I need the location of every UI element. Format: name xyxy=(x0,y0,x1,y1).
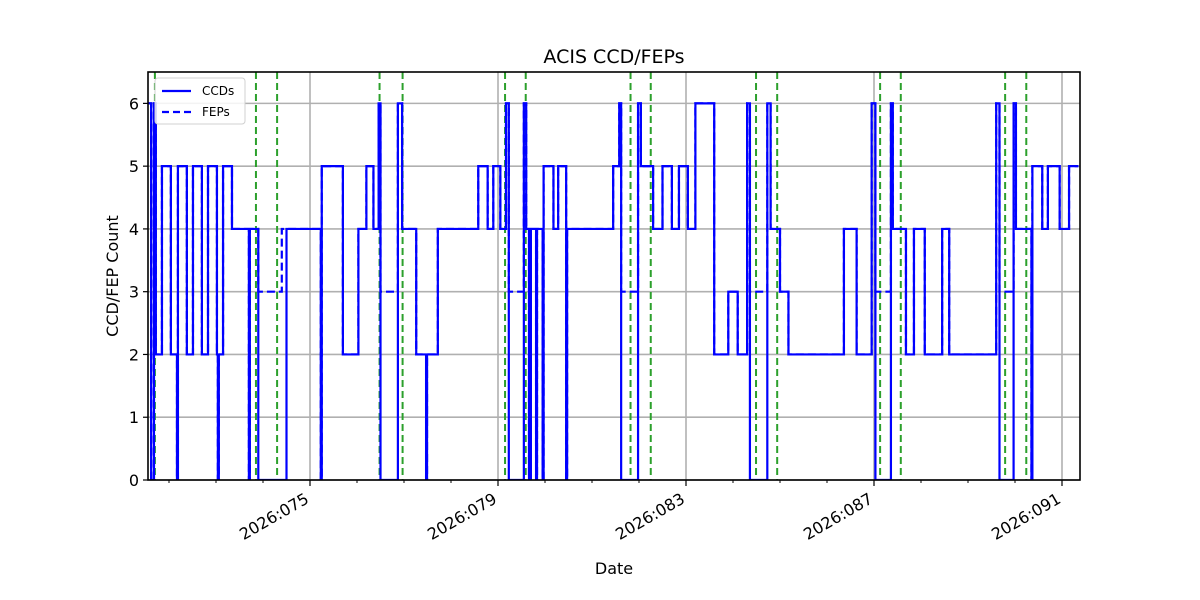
x-tick-label: 2026:091 xyxy=(988,489,1064,544)
y-axis: 0 1 2 3 4 5 6 xyxy=(129,94,148,490)
legend-label-feps: FEPs xyxy=(202,105,230,119)
y-tick-label: 3 xyxy=(129,283,139,302)
chart-title: ACIS CCD/FEPs xyxy=(543,46,684,68)
y-tick-label: 2 xyxy=(129,345,139,364)
y-tick-label: 5 xyxy=(129,157,139,176)
y-axis-label: CCD/FEP Count xyxy=(103,215,122,337)
y-tick-label: 0 xyxy=(129,471,139,490)
x-tick-label: 2026:087 xyxy=(800,489,876,544)
y-tick-label: 6 xyxy=(129,94,139,113)
x-tick-label: 2026:075 xyxy=(236,489,312,544)
series-ccds-line xyxy=(148,102,1079,480)
legend-label-ccds: CCDs xyxy=(202,84,234,98)
x-tick-label: 2026:079 xyxy=(424,489,500,544)
axes-frame xyxy=(147,71,1081,481)
x-axis: 2026:075 2026:079 2026:083 2026:087 2026:091 xyxy=(168,480,1064,544)
y-tick-label: 1 xyxy=(129,408,139,427)
x-tick-label: 2026:083 xyxy=(612,489,688,544)
y-tick-label: 4 xyxy=(129,220,139,239)
grid xyxy=(148,72,1080,481)
legend: CCDs FEPs xyxy=(154,77,246,125)
x-axis-label: Date xyxy=(595,559,633,578)
plot-area xyxy=(148,72,1079,480)
